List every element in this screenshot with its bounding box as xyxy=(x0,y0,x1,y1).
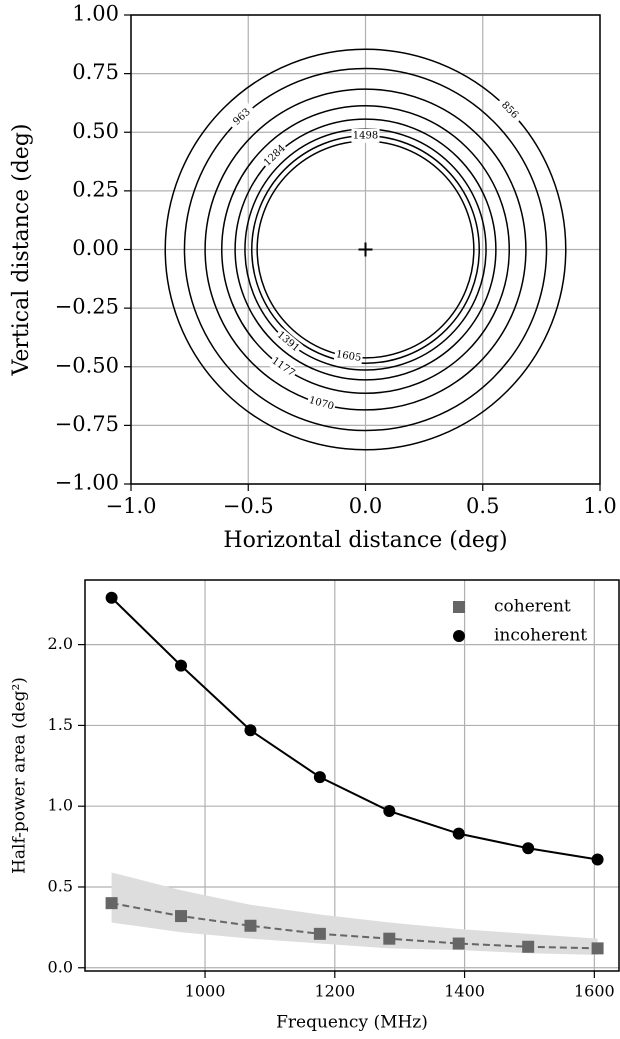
contour-label-bg xyxy=(272,327,304,357)
point xyxy=(522,940,535,953)
contour-label-bg xyxy=(227,102,258,132)
point xyxy=(313,771,326,784)
y-tick-label: 0.25 xyxy=(72,177,119,201)
point xyxy=(244,724,257,737)
point xyxy=(522,842,535,855)
x-tick-label: 0.0 xyxy=(349,494,382,518)
y-tick-label: 0.00 xyxy=(72,236,119,260)
y-tick-label: 1.0 xyxy=(48,796,73,815)
center-marker xyxy=(358,242,373,257)
point xyxy=(383,805,396,818)
y-axis-label: Half-power area (deg²) xyxy=(10,677,30,874)
point xyxy=(244,919,257,932)
contour-line xyxy=(204,88,527,411)
contour-label-bg xyxy=(267,353,299,382)
contour-line xyxy=(221,105,510,394)
x-tick-label: 1400 xyxy=(444,982,485,1001)
y-axis-label: Vertical distance (deg) xyxy=(9,124,34,377)
x-tick-label: 1.0 xyxy=(583,494,616,518)
y-tick-label: 1.00 xyxy=(72,2,119,26)
contour-label: 1605 xyxy=(335,349,362,364)
point xyxy=(591,942,604,955)
contour-line xyxy=(164,48,567,451)
point xyxy=(313,927,326,940)
x-tick-label: 1000 xyxy=(185,982,226,1001)
plot-frame xyxy=(130,14,601,485)
point xyxy=(383,932,396,945)
x-tick-label: 1600 xyxy=(574,982,615,1001)
y-tick-label: 0.50 xyxy=(72,119,119,143)
series-line xyxy=(111,902,598,950)
x-axis-label: Horizontal distance (deg) xyxy=(223,528,507,553)
point xyxy=(175,910,188,923)
x-tick-label: 0.5 xyxy=(466,494,499,518)
x-tick-label: 1200 xyxy=(314,982,355,1001)
point xyxy=(452,937,465,950)
contour-label-bg xyxy=(305,393,337,415)
contour-label-group: 1498 xyxy=(351,128,380,143)
contour-label-bg xyxy=(494,95,525,126)
y-tick-label: 0.0 xyxy=(48,957,73,976)
y-tick-label: 0.5 xyxy=(48,876,73,895)
error-band xyxy=(111,872,598,955)
legend-marker xyxy=(453,630,465,642)
y-tick-label: 2.0 xyxy=(48,634,73,653)
y-tick-label: −0.75 xyxy=(55,412,119,436)
legend-label: coherent xyxy=(494,597,571,617)
point xyxy=(452,827,465,840)
series-line xyxy=(110,597,598,861)
x-tick-label: −1.0 xyxy=(106,494,157,518)
plot-frame xyxy=(84,579,620,972)
x-tick-label: −0.5 xyxy=(223,494,274,518)
x-axis-label: Frequency (MHz) xyxy=(276,1013,428,1033)
contour-line xyxy=(234,118,497,381)
legend-marker xyxy=(453,601,465,613)
contour-label-group: 1605 xyxy=(333,347,364,366)
point xyxy=(105,897,118,910)
point xyxy=(175,659,188,672)
contour-label: 1498 xyxy=(353,130,378,141)
contour-line xyxy=(183,67,548,432)
y-tick-label: −0.25 xyxy=(55,295,119,319)
contour-label-group: 1070 xyxy=(305,393,337,415)
y-tick-label: −0.50 xyxy=(55,353,119,377)
contour-label-bg xyxy=(259,140,290,171)
y-tick-label: 0.75 xyxy=(72,60,119,84)
point xyxy=(105,591,118,604)
contour-label-bg xyxy=(333,347,364,366)
y-tick-label: −1.00 xyxy=(55,471,119,495)
point xyxy=(591,853,604,866)
contour-label-bg xyxy=(351,128,380,143)
legend-label: incoherent xyxy=(494,626,587,646)
y-tick-label: 1.5 xyxy=(48,715,73,734)
